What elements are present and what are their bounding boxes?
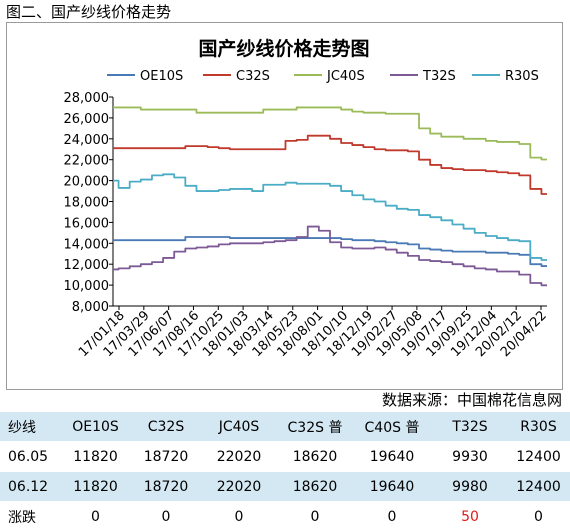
table-cell: 0 <box>133 501 199 532</box>
x-axis: 17/01/1817/03/2917/06/0717/08/1617/10/25… <box>76 305 550 360</box>
chart-title: 国产纱线价格走势图 <box>198 37 369 60</box>
table-row: 06.12 11820 18720 22020 18620 19640 9980… <box>0 471 570 502</box>
table-cell: 0 <box>351 501 433 532</box>
table-header-row: 纱线 OE10S C32S JC40S C32S 普 C40S 普 T32S R… <box>0 412 570 442</box>
chart-legend: OE10S C32S JC40S T32S R30S <box>107 69 539 84</box>
y-tick-label: 16,000 <box>64 216 110 231</box>
table-cell: 19640 <box>351 471 433 502</box>
table-cell: 18720 <box>133 471 199 502</box>
legend-label: T32S <box>422 69 456 84</box>
y-tick-label: 22,000 <box>64 154 110 169</box>
table-cell: 19640 <box>351 441 433 472</box>
table-cell: 0 <box>279 501 351 532</box>
legend-label: JC40S <box>326 69 365 84</box>
series-line-t32s <box>113 225 547 287</box>
series-line-oe10s <box>113 236 547 267</box>
table-row: 涨跌 0 0 0 0 0 50 0 <box>0 501 570 532</box>
table-header-cell: C32S <box>133 412 199 442</box>
table-cell: 11820 <box>58 441 133 472</box>
price-trend-chart: 国产纱线价格走势图 OE10S C32S JC40S T32S R30S 28,0002… <box>64 37 550 360</box>
table-cell: 涨跌 <box>0 501 58 532</box>
table-row: 06.05 11820 18720 22020 18620 19640 9930… <box>0 441 570 472</box>
table-header-cell: T32S <box>433 412 507 442</box>
table-header-cell: C40S 普 <box>351 412 433 442</box>
table-header-cell: R30S <box>507 412 570 442</box>
table-cell-change-highlight: 50 <box>433 501 507 532</box>
table-cell: 06.05 <box>0 441 58 472</box>
series-lines <box>113 106 547 287</box>
table-cell: 0 <box>507 501 570 532</box>
y-tick-label: 18,000 <box>64 196 110 211</box>
table-header-cell: OE10S <box>58 412 133 442</box>
table-cell: 9930 <box>433 441 507 472</box>
table-cell: 11820 <box>58 471 133 502</box>
table-cell: 06.12 <box>0 471 58 502</box>
table-cell: 22020 <box>199 471 279 502</box>
legend-label: OE10S <box>140 69 183 84</box>
chart-frame: 国产纱线价格走势图 OE10S C32S JC40S T32S R30S 28,000 2… <box>6 22 563 390</box>
table-cell: 18620 <box>279 471 351 502</box>
table-cell: 0 <box>58 501 133 532</box>
figure-caption: 图二、国产纱线价格走势 <box>6 3 172 21</box>
y-tick-label: 14,000 <box>64 237 110 252</box>
series-line-jc40s <box>113 106 547 161</box>
table-cell: 22020 <box>199 441 279 472</box>
table-cell: 12400 <box>507 471 570 502</box>
y-tick-label: 8,000 <box>72 300 109 315</box>
data-source: 数据来源：中国棉花信息网 <box>381 391 562 409</box>
table-cell: 9980 <box>433 471 507 502</box>
price-table: 纱线 OE10S C32S JC40S C32S 普 C40S 普 T32S R… <box>0 412 570 532</box>
y-tick-label: 20,000 <box>64 175 110 190</box>
table-cell: 18720 <box>133 441 199 472</box>
y-tick-label: 24,000 <box>64 133 110 148</box>
y-tick-label: 28,000 <box>64 91 110 106</box>
series-line-c32s <box>113 134 547 195</box>
y-axis: 28,000 26,000 24,000 22,000 20,000 18,000 16,0… <box>64 91 114 315</box>
y-tick-label: 10,000 <box>64 279 110 294</box>
table-cell: 12400 <box>507 441 570 472</box>
legend-label: R30S <box>505 69 539 84</box>
table-cell: 18620 <box>279 441 351 472</box>
y-tick-label: 12,000 <box>64 258 110 273</box>
y-tick-label: 26,000 <box>64 112 110 127</box>
table-header-cell: C32S 普 <box>279 412 351 442</box>
table-header-cell: JC40S <box>199 412 279 442</box>
table-header-cell: 纱线 <box>0 412 58 442</box>
table-cell: 0 <box>199 501 279 532</box>
legend-label: C32S <box>236 69 270 84</box>
series-line-r30s <box>113 173 547 261</box>
